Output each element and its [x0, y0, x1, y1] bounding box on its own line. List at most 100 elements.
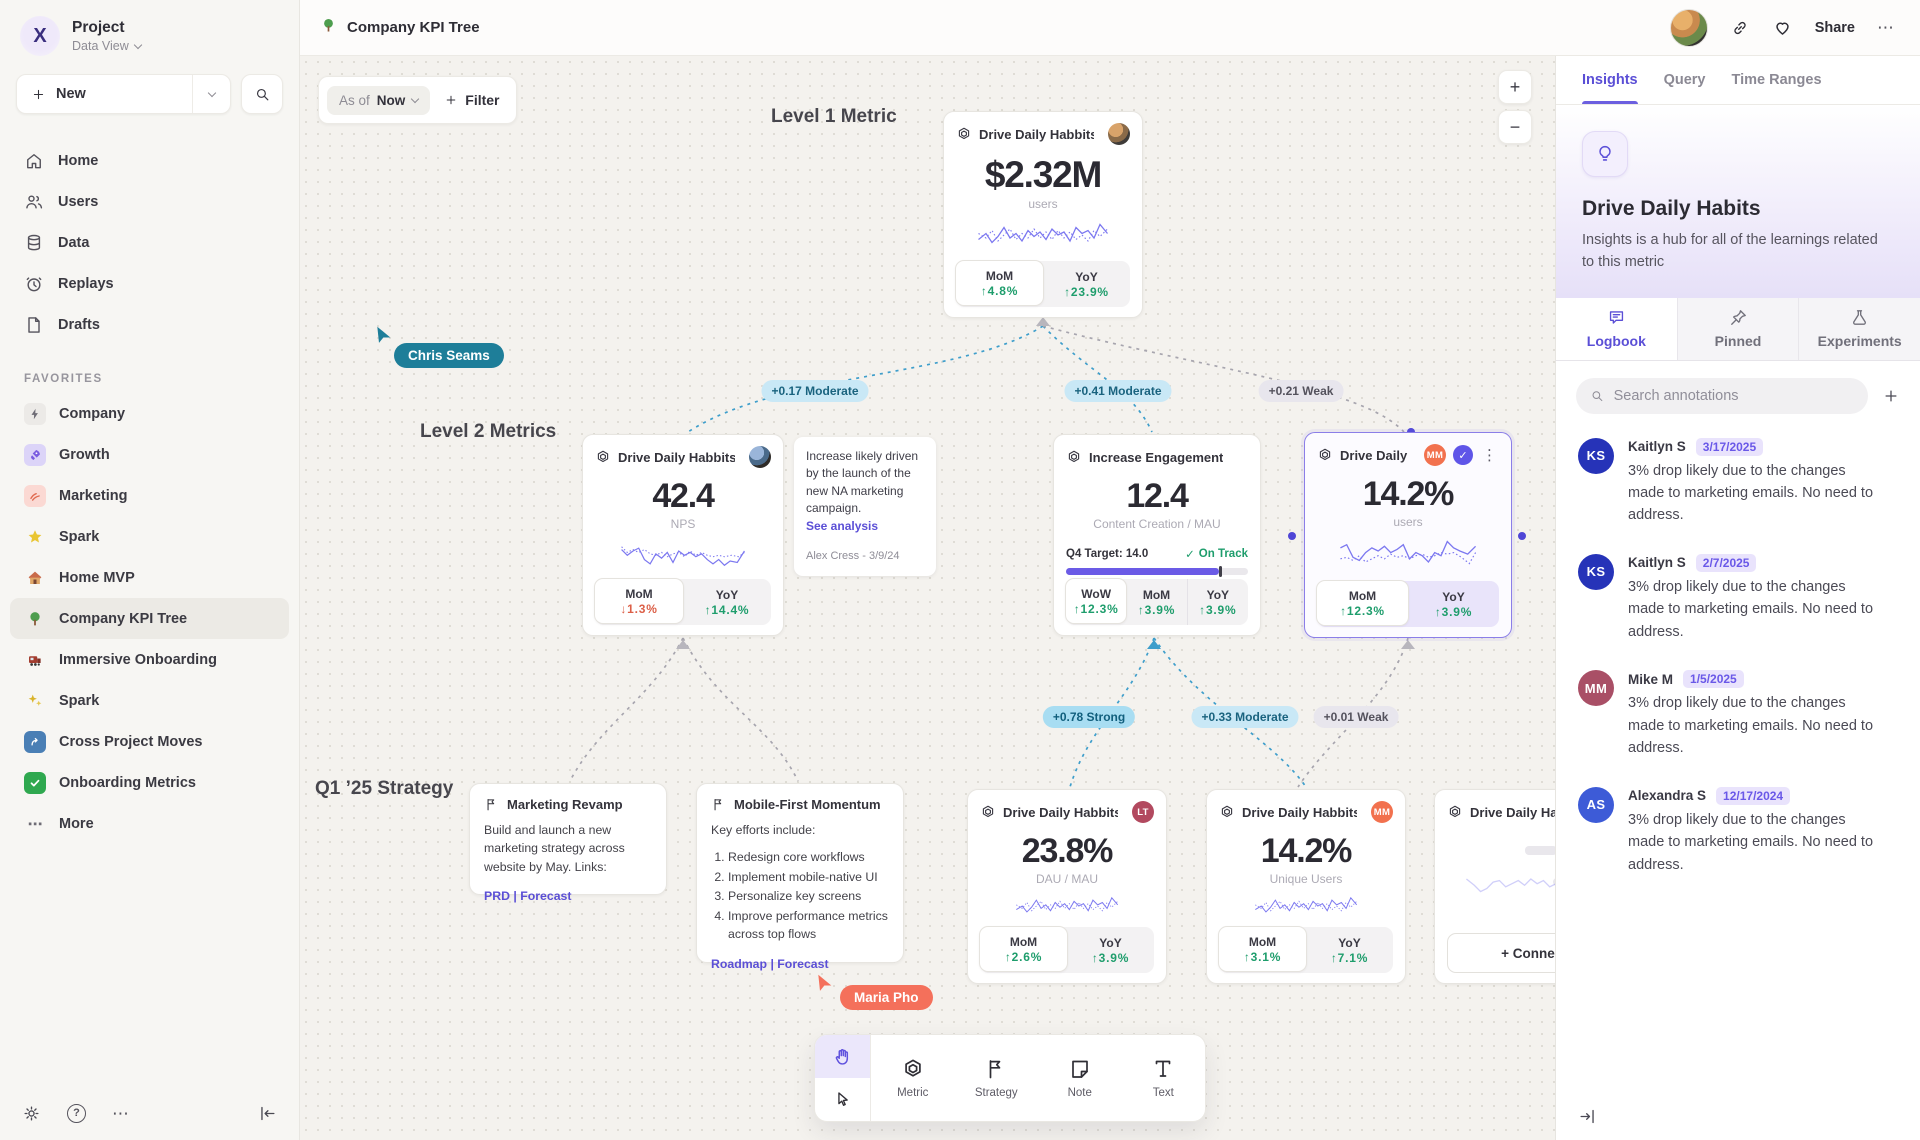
stat-mom[interactable]: MoM ↑3.1%	[1218, 926, 1307, 972]
favorite-marketing[interactable]: Marketing	[10, 475, 289, 516]
kebab-menu-icon[interactable]: ⋮	[1482, 447, 1497, 464]
strategy-links[interactable]: PRD | Forecast	[484, 889, 572, 904]
connection-handle[interactable]	[1518, 532, 1526, 540]
stat-yoy[interactable]: YoY ↑7.1%	[1330, 935, 1369, 965]
select-tool-button[interactable]	[815, 1078, 870, 1121]
new-button[interactable]: New	[16, 74, 231, 114]
favorites-more[interactable]: ⋯ More	[10, 803, 289, 844]
subtab-pinned[interactable]: Pinned	[1676, 297, 1799, 360]
help-icon[interactable]: ?	[67, 1103, 86, 1123]
sidebar-item-drafts[interactable]: Drafts	[0, 304, 299, 345]
note-tool-button[interactable]: Note	[1038, 1035, 1122, 1121]
metric-value: 12.4	[1126, 477, 1189, 515]
stat-yoy[interactable]: YoY ↑3.9%	[1186, 579, 1248, 625]
strategy-links[interactable]: Roadmap | Forecast	[711, 956, 829, 971]
favorite-onboarding-metrics[interactable]: Onboarding Metrics	[10, 762, 289, 803]
metric-card-partial[interactable]: Drive Daily Habbits + Connect	[1434, 789, 1555, 984]
owner-badge[interactable]: MM	[1424, 444, 1446, 466]
annotation-item[interactable]: KS Kaitlyn S 3/17/2025 3% drop likely du…	[1578, 437, 1898, 527]
share-button[interactable]: Share	[1814, 19, 1855, 36]
favorite-company[interactable]: Company	[10, 393, 289, 434]
tab-insights[interactable]: Insights	[1582, 56, 1638, 104]
favorite-growth[interactable]: Growth	[10, 434, 289, 475]
stat-mom[interactable]: MoM ↓1.3%	[594, 578, 684, 624]
tab-time-ranges[interactable]: Time Ranges	[1731, 72, 1822, 88]
connection-handle[interactable]	[1288, 532, 1296, 540]
tab-query[interactable]: Query	[1663, 72, 1706, 88]
annotation-item[interactable]: MM Mike M 1/5/2025 3% drop likely due to…	[1578, 670, 1898, 759]
settings-gear-icon[interactable]	[22, 1104, 41, 1123]
stat-yoy[interactable]: YoY ↑3.9%	[1091, 935, 1130, 965]
metric-card-selected[interactable]: Drive Daily Habb.. MM ✓ ⋮ 14.2% users Mo…	[1304, 432, 1512, 638]
favorite-home-mvp[interactable]: Home MVP	[10, 557, 289, 598]
edge-label[interactable]: +0.21 Weak	[1258, 380, 1344, 402]
check-icon	[24, 771, 46, 794]
zoom-in-button[interactable]: +	[1498, 70, 1532, 104]
stat-yoy[interactable]: YoY ↑23.9%	[1064, 269, 1109, 299]
stat-mom[interactable]: MoM ↑2.6%	[979, 926, 1068, 972]
edge-label[interactable]: +0.01 Weak	[1313, 706, 1399, 728]
metric-tool-button[interactable]: Metric	[871, 1035, 955, 1121]
favorite-company-kpi-tree[interactable]: Company KPI Tree	[10, 598, 289, 639]
edge-label[interactable]: +0.41 Moderate	[1064, 380, 1172, 402]
copy-link-icon[interactable]	[1730, 18, 1750, 38]
metric-card-unique-users[interactable]: Drive Daily Habbits MM 14.2% Unique User…	[1206, 789, 1406, 984]
filter-button[interactable]: Filter	[444, 92, 500, 108]
metric-card-nps[interactable]: Drive Daily Habbits 42.4 NPS MoM ↓1.3% Y…	[582, 434, 784, 636]
stat-yoy[interactable]: YoY ↑14.4%	[704, 587, 750, 617]
sidebar-item-home[interactable]: Home	[0, 140, 299, 181]
more-options-icon[interactable]: ⋯	[112, 1103, 129, 1123]
owner-avatar[interactable]	[1108, 123, 1130, 145]
favorite-spark[interactable]: Spark	[10, 516, 289, 557]
user-avatar[interactable]	[1669, 8, 1708, 47]
edge-label[interactable]: +0.78 Strong	[1042, 706, 1136, 728]
favorite-heart-icon[interactable]	[1772, 17, 1793, 38]
as-of-selector[interactable]: As of Now	[327, 85, 431, 115]
collapse-sidebar-icon[interactable]	[258, 1104, 277, 1123]
sidebar-item-users[interactable]: Users	[0, 181, 299, 222]
project-switcher[interactable]: X Project Data View	[0, 0, 299, 66]
new-button-dropdown[interactable]	[192, 75, 230, 113]
edge-label[interactable]: +0.33 Moderate	[1191, 706, 1299, 728]
strategy-card-marketing-revamp[interactable]: Marketing Revamp Build and launch a new …	[469, 783, 667, 903]
overflow-menu-icon[interactable]: ⋯	[1877, 18, 1894, 37]
stat-mom[interactable]: MoM ↑3.9%	[1137, 587, 1176, 617]
stat-mom[interactable]: MoM ↑12.3%	[1316, 580, 1409, 626]
search-button[interactable]	[241, 74, 283, 114]
favorite-immersive-onboarding[interactable]: Immersive Onboarding	[10, 639, 289, 680]
annotation-item[interactable]: KS Kaitlyn S 2/7/2025 3% drop likely due…	[1578, 553, 1898, 643]
metric-unit: users	[1393, 515, 1423, 529]
subtab-experiments[interactable]: Experiments	[1798, 297, 1920, 360]
sidebar-item-data[interactable]: Data	[0, 222, 299, 263]
sidebar-item-replays[interactable]: Replays	[0, 263, 299, 304]
zoom-out-button[interactable]: −	[1498, 110, 1532, 144]
annotation-search[interactable]	[1576, 377, 1868, 414]
arrow-curve-up-icon	[24, 730, 46, 753]
metric-card-engagement[interactable]: Increase Engagement 12.4 Content Creatio…	[1053, 434, 1261, 636]
see-analysis-link[interactable]: See analysis	[806, 518, 879, 533]
metric-card-dau[interactable]: Drive Daily Habbits LT 23.8% DAU / MAU M…	[967, 789, 1167, 984]
annotation-note-card[interactable]: Increase likely driven by the launch of …	[794, 437, 936, 576]
hand-tool-button[interactable]	[815, 1035, 870, 1078]
strategy-card-mobile-first[interactable]: Mobile-First Momentum Key efforts includ…	[696, 783, 904, 971]
favorite-cross-project-moves[interactable]: Cross Project Moves	[10, 721, 289, 762]
text-tool-button[interactable]: Text	[1122, 1035, 1206, 1121]
stat-mom[interactable]: MoM ↑4.8%	[955, 260, 1044, 306]
annotation-item[interactable]: AS Alexandra S 12/17/2024 3% drop likely…	[1578, 786, 1898, 876]
kpi-canvas[interactable]: As of Now Filter + − Level 1 Metric Leve…	[300, 56, 1555, 1140]
subtab-logbook[interactable]: Logbook	[1556, 297, 1677, 360]
add-annotation-button[interactable]	[1882, 387, 1900, 405]
owner-badge[interactable]: MM	[1371, 801, 1393, 823]
collapse-panel-icon[interactable]	[1578, 1107, 1597, 1126]
connect-button[interactable]: + Connect	[1447, 933, 1555, 973]
strategy-tool-button[interactable]: Strategy	[955, 1035, 1039, 1121]
stat-yoy[interactable]: YoY ↑3.9%	[1434, 589, 1473, 619]
edge-label[interactable]: +0.17 Moderate	[761, 380, 869, 402]
annotation-author: Kaitlyn S	[1628, 439, 1686, 454]
owner-avatar[interactable]	[749, 446, 771, 468]
owner-badge[interactable]: LT	[1132, 801, 1154, 823]
favorite-spark-2[interactable]: Spark	[10, 680, 289, 721]
metric-card-level1[interactable]: Drive Daily Habbits $2.32M users MoM ↑4.…	[943, 111, 1143, 318]
annotation-search-input[interactable]	[1613, 387, 1854, 404]
stat-wow[interactable]: WoW ↑12.3%	[1065, 578, 1128, 624]
